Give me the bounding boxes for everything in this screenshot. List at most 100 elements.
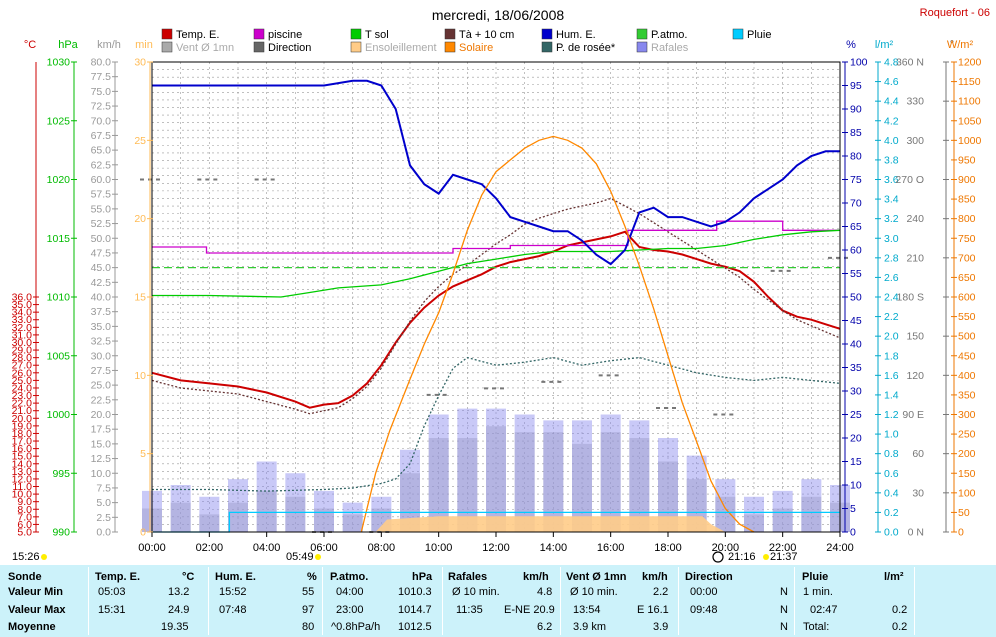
rafales-value: E-NE 20.9: [504, 604, 555, 616]
axis-tick-label: 42.5: [91, 277, 112, 289]
axis-km-h: km/h 0.0 2.5 5.0 7.5 10.0 12.5 15.0 17.5 20.0 22.5…: [91, 39, 121, 539]
axis-tick-label: 150: [906, 331, 924, 343]
band-bar-rafales: [314, 490, 334, 532]
band-bar-vent-1mn: [457, 438, 478, 532]
pluie-total-value: 0.2: [892, 621, 908, 633]
axis-tick-label: 30.0: [91, 350, 112, 362]
axis-tick-label: 300: [906, 135, 924, 147]
hum-value: 55: [302, 586, 315, 598]
axis-tick-label: 1000: [47, 409, 71, 421]
axis-tick-label: 34.0: [12, 307, 33, 319]
chart-legend: Temp. E. piscine T sol Tà + 10 cm Hum. E. P.a…: [161, 28, 771, 54]
axis-tick-label: 600: [958, 292, 976, 304]
axis-tick-label: 60: [850, 245, 862, 257]
axis-tick-label: 85: [850, 127, 862, 139]
legend-item-t-sol: T sol: [350, 28, 389, 41]
axis-tick-label: 5: [140, 448, 146, 460]
sunrise-icon: [315, 554, 321, 560]
band-bar-vent-1mn: [199, 514, 220, 532]
moon-phase-icon: [41, 554, 47, 560]
header-temp: Temp. E.: [95, 571, 141, 583]
table-header-row: Sonde Temp. E. °C Hum. E. % P.atmo. hPa …: [0, 569, 996, 586]
axis-tick-label: 65.0: [91, 145, 112, 157]
axis-tick-label: 14.0: [12, 458, 33, 470]
legend-item-temp-e: Temp. E.: [161, 28, 219, 41]
axis-tick-label: 1.4: [884, 389, 899, 401]
axis-: ° 0 N 30 60 90 E 120 150 180 S 210 240 270 O 300 330…: [895, 39, 954, 539]
series-ensoleillement: [375, 516, 726, 532]
hum-value: 97: [302, 604, 315, 616]
series-solaire: [360, 135, 755, 533]
band-bar-vent-1mn: [715, 496, 736, 532]
axis-tick-label: 19.0: [12, 420, 33, 432]
axis-tick-label: 32.0: [12, 322, 33, 334]
band-bar-rafales: [170, 485, 191, 532]
axis-tick-label: 31.0: [12, 329, 33, 341]
weather-chart: mercredi, 18/06/2008 Roquefort - 06 Temp…: [12, 7, 990, 563]
legend-label: piscine: [268, 29, 302, 41]
axis-tick-label: 2.4: [884, 292, 899, 304]
pluie-total-label: Total:: [803, 621, 830, 633]
axis-tick-label: 40.0: [91, 292, 112, 304]
axis-tick-label: 850: [958, 194, 976, 206]
axis-tick-label: 0: [958, 527, 964, 539]
temp-value: 19.35: [161, 621, 189, 633]
axis-tick-label: 8.0: [17, 504, 32, 516]
temp-value: 13.2: [168, 586, 190, 598]
axis-tick-label: 1025: [47, 115, 71, 127]
x-tick-label: 18:00: [654, 542, 682, 554]
axis-tick-label: 12.5: [91, 453, 112, 465]
axis-tick-label: 18.0: [12, 428, 33, 440]
x-tick-label: 08:00: [368, 542, 396, 554]
band-bar-vent-1mn: [314, 508, 334, 532]
axis-tick-label: 20: [134, 213, 146, 225]
header-vent: Vent Ø 1mn: [566, 571, 627, 583]
band-bar-rafales: [744, 496, 764, 532]
band-bar-rafales: [228, 479, 248, 532]
axis-tick-label: 15: [134, 292, 146, 304]
axis-tick-label: 60.0: [91, 174, 112, 186]
header-hum-unit: %: [307, 571, 317, 583]
vent-value: 3.9: [653, 621, 669, 633]
band-bar-vent-1mn: [658, 461, 678, 532]
legend-swatch: [350, 41, 362, 53]
chart-axes: °C5.06.07.08.09.010.011.012.013.014.015.…: [12, 39, 982, 539]
axis-tick-label: 55: [850, 268, 862, 280]
band-bar-vent-1mn: [744, 514, 764, 532]
axis-tick-label: 20.0: [12, 413, 33, 425]
axis-tick-label: 35: [850, 362, 862, 374]
axis-tick-label: 10: [850, 480, 862, 492]
patmo-value: 1014.7: [398, 604, 432, 616]
hum-time: 15:52: [219, 586, 247, 598]
axis-tick-label: 3.4: [884, 194, 899, 206]
axis-tick-label: 0 N: [908, 527, 924, 539]
x-tick-label: 10:00: [425, 542, 453, 554]
axis-tick-label: 2.5: [96, 512, 111, 524]
axis-tick-label: 0: [850, 527, 856, 539]
series-p-de-rosee: [152, 356, 841, 492]
x-tick-label: 22:00: [769, 542, 797, 554]
chart-title: mercredi, 18/06/2008: [432, 7, 565, 23]
axis-l-m: l/m² 0.0 0.2 0.4 0.6 0.8 1.0 1.2 1.4 1.6 1.8 2.0 2.2…: [875, 39, 899, 539]
axis-tick-label: 29.0: [12, 345, 33, 357]
rafales-time: 11:35: [456, 604, 483, 616]
axis-tick-label: 20.0: [91, 409, 112, 421]
axis-tick-label: 50.0: [91, 233, 112, 245]
axis-tick-label: 17.0: [12, 436, 33, 448]
axis-tick-label: 210: [906, 252, 924, 264]
temp-time: 05:03: [98, 586, 126, 598]
header-pluie: Pluie: [802, 571, 829, 583]
direction-time: 09:48: [690, 604, 718, 616]
axis-tick-label: 3.6: [884, 174, 899, 186]
legend-swatch: [541, 28, 553, 40]
axis-tick-label: 4.0: [884, 135, 899, 147]
vent-time: Ø 10 min.: [570, 586, 618, 598]
axis-tick-label: 95: [850, 80, 862, 92]
axis-tick-label: 200: [958, 448, 976, 460]
axis-tick-label: 70: [850, 198, 862, 210]
sun-annotations: 15:26 05:49 21:16 21:37: [12, 551, 798, 563]
axis-tick-label: 950: [958, 154, 976, 166]
axis-tick-label: 65: [850, 221, 862, 233]
band-bar-vent-1mn: [600, 432, 621, 532]
band-bar-rafales: [486, 408, 506, 532]
